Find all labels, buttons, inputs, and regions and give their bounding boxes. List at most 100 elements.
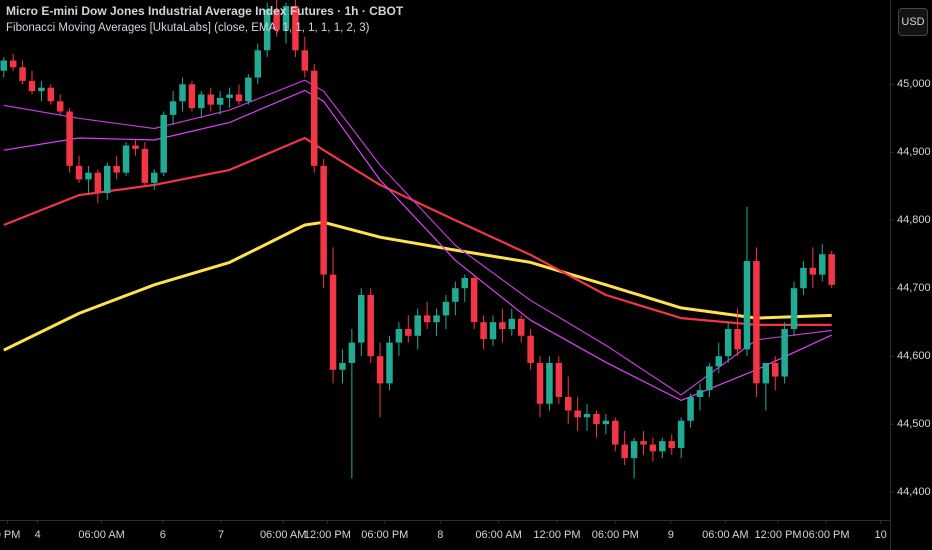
x-tick-label: 7 xyxy=(218,529,224,541)
candle-body xyxy=(66,111,73,166)
candle-body xyxy=(188,84,196,109)
candle-body xyxy=(621,444,628,459)
candle-body xyxy=(781,328,788,377)
candle-body xyxy=(245,77,252,102)
candle-body xyxy=(771,362,779,377)
candle-body xyxy=(56,101,64,112)
candle-body xyxy=(160,114,167,173)
candle-body xyxy=(423,315,431,323)
candle-body xyxy=(376,356,384,384)
candle-body xyxy=(301,50,309,71)
candle-body xyxy=(329,274,337,370)
candle-body xyxy=(828,254,835,285)
candle-body xyxy=(649,444,657,452)
candle-body xyxy=(696,390,704,397)
candle-body xyxy=(0,60,8,71)
candle-body xyxy=(433,315,440,323)
candle-body xyxy=(207,94,214,105)
candle-body xyxy=(179,84,186,102)
candle-body xyxy=(536,362,544,404)
candle-body xyxy=(612,420,619,445)
candle-body xyxy=(753,261,760,384)
candle-body xyxy=(216,97,224,105)
candle-body xyxy=(489,322,497,340)
candle-body xyxy=(630,441,638,459)
candle-body xyxy=(564,396,572,411)
x-tick-label: 06:00 AM xyxy=(475,529,521,541)
candle-body xyxy=(19,67,26,81)
indicator-legend: Fibonacci Moving Averages [UkutaLabs] (c… xyxy=(6,22,370,34)
candle-body xyxy=(235,94,243,102)
x-tick-label: 9 xyxy=(668,529,674,541)
moving-average xyxy=(3,220,832,352)
candle-body xyxy=(527,335,534,363)
candle-body xyxy=(706,366,713,391)
candle-body xyxy=(800,267,807,289)
x-tick-label: 8 xyxy=(437,529,443,541)
x-tick-label: 0 PM xyxy=(0,529,20,541)
candle-body xyxy=(677,420,685,448)
candle-body xyxy=(151,172,158,183)
candle-body xyxy=(310,70,318,166)
candle-body xyxy=(386,342,393,384)
candle-body xyxy=(113,165,120,173)
candle-body xyxy=(508,318,516,329)
x-tick-label: 4 xyxy=(35,529,41,541)
y-tick-label: 44,800 xyxy=(897,214,931,226)
candle-body xyxy=(28,80,36,92)
x-tick-label: 6 xyxy=(160,529,166,541)
x-tick-label: 06:00 AM xyxy=(260,529,306,541)
candle-body xyxy=(47,87,55,102)
candle-body xyxy=(414,315,421,336)
x-tick-label: 06:00 PM xyxy=(802,529,849,541)
x-tick-label: 06:00 PM xyxy=(361,529,408,541)
candle-body xyxy=(555,362,563,397)
candle-body xyxy=(141,148,149,183)
y-tick-label: 44,500 xyxy=(897,418,931,430)
candle-body xyxy=(339,362,346,370)
moving-average xyxy=(3,89,832,401)
x-tick-label: 12:00 PM xyxy=(304,529,351,541)
candle-body xyxy=(461,278,469,289)
currency-button[interactable]: USD xyxy=(898,8,928,36)
candle-body xyxy=(292,6,299,51)
candle-body xyxy=(358,295,365,343)
x-tick-label: 10 xyxy=(874,529,886,541)
candle-body xyxy=(198,94,205,109)
candle-body xyxy=(640,441,647,445)
candle-body xyxy=(452,288,459,302)
candle-body xyxy=(38,87,45,92)
candle-body xyxy=(282,6,290,30)
candle-body xyxy=(442,301,450,316)
candle-body xyxy=(715,356,723,367)
candle-body xyxy=(819,254,826,275)
y-tick-label: 44,600 xyxy=(897,350,931,362)
candle-body xyxy=(367,295,374,357)
x-tick-label: 06:00 PM xyxy=(592,529,639,541)
candle-body xyxy=(132,145,139,149)
candle-body xyxy=(405,328,412,336)
candle-body xyxy=(9,60,17,68)
candle-body xyxy=(687,396,694,421)
candle-body xyxy=(104,165,111,194)
candle-body xyxy=(574,410,581,418)
y-tick-label: 44,400 xyxy=(897,486,931,498)
candle-body xyxy=(263,9,271,51)
candle-body xyxy=(790,288,798,329)
candle-body xyxy=(122,145,130,173)
candle-body xyxy=(499,322,506,329)
x-tick-label: 12:00 PM xyxy=(533,529,580,541)
candle-body xyxy=(480,322,487,340)
candle-body xyxy=(470,278,478,323)
candle-body xyxy=(593,413,600,425)
candle-body xyxy=(668,441,675,448)
chart-title: Micro E-mini Dow Jones Industrial Averag… xyxy=(6,4,404,18)
candle-body xyxy=(75,165,83,180)
candle-body xyxy=(517,318,525,336)
candle-body xyxy=(602,420,610,425)
candle-body xyxy=(743,261,751,350)
candle-body xyxy=(762,362,770,384)
candle-body xyxy=(85,172,92,180)
